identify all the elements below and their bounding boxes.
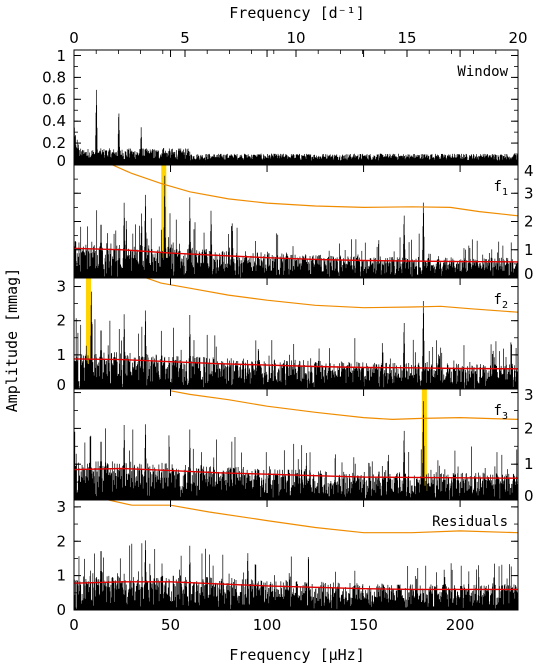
y-tick-label: 3 [56,278,66,296]
x-tick-label: 200 [446,616,475,634]
x-tick-label: 50 [161,616,180,634]
highlight-band [161,165,167,277]
y-tick-label: 0 [56,376,66,394]
highlight-band [421,389,427,499]
panel-label-window: Window [457,64,508,80]
y-tick-label: 1 [56,567,66,585]
y-tick-label: 1 [524,241,534,259]
y-tick-label: 2 [56,532,66,550]
panel-label-f2: f2 [494,292,508,311]
y-tick-label: 0 [524,265,534,283]
y-axis-title: Amplitude [mmag] [3,268,21,413]
y-tick-label: 2 [524,419,534,437]
noise-level-curve [74,581,518,591]
spectrum-trace [74,291,518,389]
y-tick-label: 1 [56,47,66,65]
significance-threshold-curve [105,500,518,534]
spectrum-trace [74,175,518,278]
y-tick-label: 3 [524,184,534,202]
panel-f2: 0 1 2 3 f2 [56,277,519,394]
spectrum-trace [74,89,518,165]
y-tick-label: 0 [56,152,66,170]
highlight-band [85,278,91,388]
panel-f1: 0 1 2 3 4 f1 [73,162,534,283]
axes-text: Frequency [d⁻¹] Frequency [μHz] Amplitud… [3,4,528,664]
y-tick-label: 1 [524,455,534,473]
y-tick-label: 4 [524,162,534,180]
bottom-x-axis-title: Frequency [μHz] [229,646,364,664]
y-tick-label: 0.6 [42,90,66,108]
noise-level-curve [74,247,518,263]
significance-threshold-curve [170,390,518,421]
top-x-tick-label: 0 [69,29,79,47]
top-x-axis-title: Frequency [d⁻¹] [229,4,364,22]
top-x-tick-label: 20 [508,29,527,47]
spectrum-trace [74,401,518,500]
panel-frame [73,499,519,611]
panel-label-residuals: Residuals [432,514,508,530]
significance-threshold-curve [144,278,518,313]
y-tick-label: 3 [56,498,66,516]
y-tick-label: 0 [56,601,66,619]
significance-threshold-curve [112,165,518,217]
panel-label-f1: f1 [494,179,508,198]
y-tick-label: 0.8 [42,68,66,86]
panel-plot-area [74,89,518,165]
panels: 00.20.40.60.81Window01234f10123f20123f30… [42,47,533,619]
y-tick-label: 2 [524,213,534,231]
panel-plot-area [74,165,518,278]
top-x-tick-label: 15 [397,29,416,47]
panel-label-subscript: 2 [502,300,508,311]
x-tick-label: 0 [69,616,79,634]
top-x-tick-label: 5 [180,29,190,47]
top-x-tick-label: 10 [286,29,305,47]
spectrum-trace [74,540,518,610]
y-tick-label: 0 [524,487,534,505]
y-tick-label: 0.4 [42,112,66,130]
panel-residuals: 0 1 2 3 Residuals [56,498,519,619]
y-tick-label: 2 [56,312,66,330]
panel-label-subscript: 3 [502,411,508,422]
y-tick-label: 0.2 [42,134,66,152]
panel-window: 00.2 0.4 0.6 0.8 1 Window [42,47,519,170]
noise-level-curve [74,358,518,370]
panel-label-subscript: 1 [502,187,508,198]
panel-plot-area [74,278,518,389]
y-tick-label: 1 [56,346,66,364]
y-tick-label: 3 [524,386,534,404]
x-tick-label: 150 [349,616,378,634]
x-tick-label: 100 [253,616,282,634]
noise-level-curve [74,467,518,479]
panel-plot-area [74,389,518,500]
